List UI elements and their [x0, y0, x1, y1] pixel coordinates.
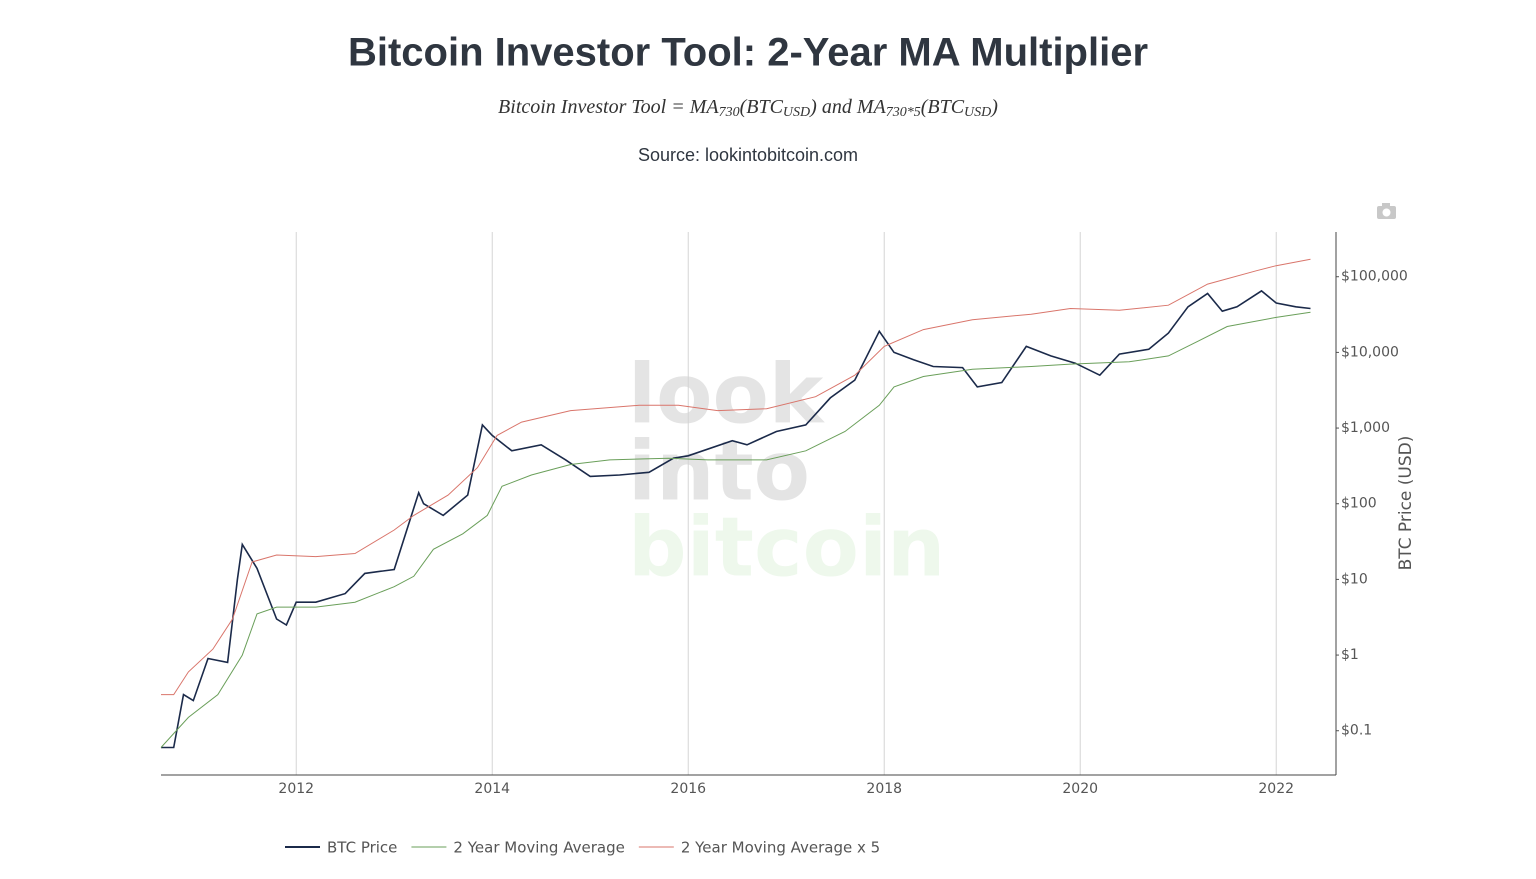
series-line	[161, 258, 1311, 696]
formula: Bitcoin Investor Tool = MA730(BTCUSD) an…	[498, 96, 998, 121]
formula-part: (BTC	[921, 96, 965, 118]
camera-icon[interactable]	[1377, 203, 1396, 219]
series-line	[161, 289, 1311, 749]
legend-label: 2 Year Moving Average	[453, 839, 624, 857]
source: Source: lookintobitcoin.com	[638, 145, 858, 165]
series-line	[160, 311, 1311, 748]
watermark-text: into	[628, 424, 810, 519]
watermark: look into bitcoin	[628, 347, 945, 595]
formula-subscript: USD	[783, 105, 810, 120]
camera-top[interactable]	[1382, 203, 1390, 207]
y-tick-label: $10	[1341, 571, 1368, 587]
formula-part: ) and MA	[809, 96, 886, 118]
legend-label: 2 Year Moving Average x 5	[681, 839, 880, 857]
formula-part: Bitcoin Investor Tool = MA	[498, 96, 719, 118]
y-tick-label: $0.1	[1341, 723, 1372, 739]
y-axis-title: BTC Price (USD)	[1396, 436, 1416, 571]
formula-part: (BTC	[740, 96, 784, 118]
y-tick-label: $10,000	[1341, 344, 1399, 360]
formula-part: )	[990, 96, 998, 118]
y-tick-label: $100	[1341, 496, 1377, 512]
formula-subscript: 730	[719, 105, 740, 120]
chart-title: Bitcoin Investor Tool: 2-Year MA Multipl…	[348, 31, 1148, 75]
legend-label: BTC Price	[327, 839, 397, 857]
watermark-text: bitcoin	[628, 500, 945, 595]
formula-subscript: USD	[964, 105, 991, 120]
formula-subscript: 730*5	[886, 105, 921, 120]
x-tick-label: 2018	[866, 781, 902, 797]
y-tick-label: $100,000	[1341, 269, 1408, 285]
x-tick-label: 2016	[670, 781, 706, 797]
x-tick-label: 2020	[1062, 781, 1098, 797]
y-tick-label: $1,000	[1341, 420, 1390, 436]
x-tick-label: 2022	[1258, 781, 1294, 797]
watermark-text: look	[628, 347, 826, 442]
x-tick-label: 2014	[474, 781, 510, 797]
y-tick-label: $1	[1341, 647, 1359, 663]
x-tick-label: 2012	[278, 781, 314, 797]
camera-lens[interactable]	[1382, 208, 1391, 217]
